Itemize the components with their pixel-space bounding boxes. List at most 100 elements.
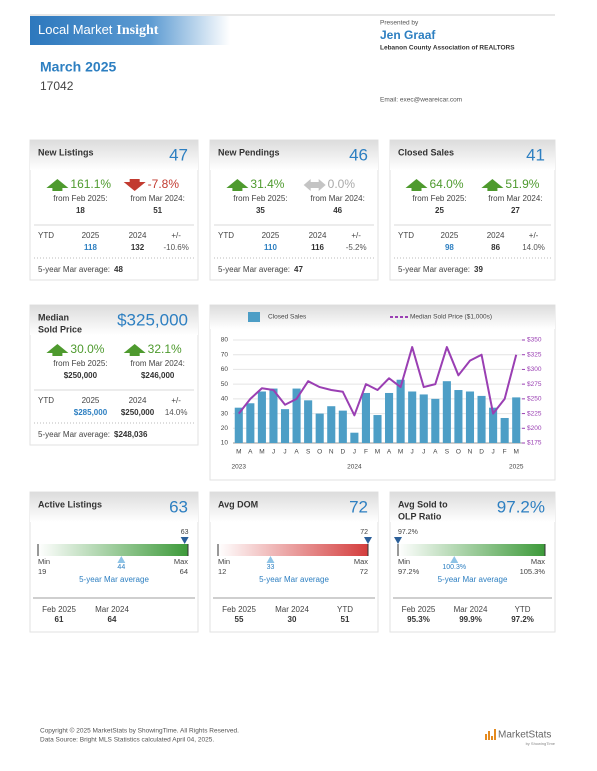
ytd-header: 2024 xyxy=(309,231,327,240)
foot-label: Mar 2024 xyxy=(275,605,309,614)
card-header xyxy=(390,140,555,170)
title-bold: Insight xyxy=(116,23,158,38)
gauge-bar xyxy=(218,544,368,556)
card-header xyxy=(210,140,378,170)
foot-value: 99.9% xyxy=(459,615,482,624)
chart-legend-band xyxy=(210,305,555,329)
title-banner xyxy=(30,16,230,45)
average-line: 5-year Mar average: 39 xyxy=(398,265,483,274)
min-label: Min xyxy=(218,557,230,566)
x-tick-label: D xyxy=(479,449,484,456)
max-value: 72 xyxy=(360,567,368,576)
current-label: 63 xyxy=(181,529,189,536)
logo-sub: by ShowingTime xyxy=(526,741,556,746)
ytd-value: 86 xyxy=(491,243,500,252)
min-label: Min xyxy=(38,557,50,566)
title-prefix: Local Market xyxy=(38,22,113,37)
foot-value: 30 xyxy=(288,615,297,624)
change-label: from Mar 2024: xyxy=(131,194,185,203)
change-value: $246,000 xyxy=(141,371,175,380)
average-label: 5-year Mar average: xyxy=(38,265,110,274)
change-label: from Feb 2025: xyxy=(233,194,287,203)
x-tick-label: D xyxy=(340,449,345,456)
min-value: 97.2% xyxy=(398,567,420,576)
chart-frame xyxy=(209,304,556,481)
y-tick-label: 50 xyxy=(221,381,229,388)
x-tick-label: A xyxy=(248,449,253,456)
card-title: New Listings xyxy=(38,147,94,157)
foot-label: YTD xyxy=(515,605,531,614)
ytd-header: +/- xyxy=(529,231,539,240)
ytd-header: 2024 xyxy=(487,231,505,240)
y2-tick-label: $250 xyxy=(527,396,542,403)
ytd-header: 2025 xyxy=(262,231,280,240)
average-label: 5-year Mar average: xyxy=(38,430,110,439)
bar xyxy=(454,390,463,443)
x-tick-label: M xyxy=(236,449,241,456)
average-caption: 5-year Mar average xyxy=(259,575,329,584)
average-line: 5-year Mar average: 48 xyxy=(38,265,123,274)
average-value: 47 xyxy=(294,265,303,274)
trend-arrow xyxy=(303,179,326,191)
change-label: from Mar 2024: xyxy=(131,359,185,368)
presented-by: Presented by xyxy=(380,20,419,27)
y2-tick-label: $200 xyxy=(527,425,542,432)
bar xyxy=(304,400,313,443)
max-value: 105.3% xyxy=(520,567,546,576)
max-label: Max xyxy=(531,557,545,566)
bar xyxy=(465,391,475,443)
ytd-value: 14.0% xyxy=(165,408,188,417)
x-tick-label: J xyxy=(422,449,425,456)
organization: Lebanon County Association of REALTORS xyxy=(380,45,515,52)
ytd-header: 2025 xyxy=(82,231,100,240)
ytd-header: YTD xyxy=(398,231,414,240)
y-tick-label: 40 xyxy=(221,396,229,403)
year-label: 2024 xyxy=(347,464,362,471)
bar xyxy=(292,388,301,443)
bar xyxy=(477,395,486,443)
x-tick-label: A xyxy=(433,449,438,456)
ytd-header: +/- xyxy=(171,231,181,240)
ytd-value: 98 xyxy=(445,243,454,252)
data-source: Data Source: Bright MLS Statistics calcu… xyxy=(40,737,214,744)
logo-bar xyxy=(491,736,493,740)
min-value: 12 xyxy=(218,567,226,576)
change-pct: 64.0% xyxy=(430,177,464,191)
bar xyxy=(257,391,266,443)
foot-value: 95.3% xyxy=(407,615,430,624)
card-header xyxy=(210,492,378,522)
foot-label: Mar 2024 xyxy=(454,605,488,614)
change-value: 51 xyxy=(153,206,162,215)
bar xyxy=(385,392,394,443)
change-value: 27 xyxy=(511,206,520,215)
foot-value: 61 xyxy=(55,615,64,624)
foot-label: Feb 2025 xyxy=(222,605,256,614)
change-value: 46 xyxy=(333,206,342,215)
trend-arrow xyxy=(123,179,146,191)
card-header xyxy=(390,492,555,522)
foot-value: 51 xyxy=(341,615,350,624)
x-tick-label: S xyxy=(445,449,450,456)
bar xyxy=(269,388,278,443)
card-value: 63 xyxy=(169,497,188,516)
ytd-header: 2024 xyxy=(129,231,147,240)
ytd-value: 132 xyxy=(131,243,145,252)
y-tick-label: 80 xyxy=(221,337,229,344)
x-tick-label: S xyxy=(306,449,311,456)
card-value: $325,000 xyxy=(117,310,188,329)
y-tick-label: 30 xyxy=(221,410,229,417)
logo-bar xyxy=(488,731,490,740)
card-header xyxy=(30,492,198,522)
max-label: Max xyxy=(174,557,188,566)
foot-label: Mar 2024 xyxy=(95,605,129,614)
bar xyxy=(512,397,521,443)
current-marker xyxy=(364,537,372,544)
average-value: 39 xyxy=(474,265,483,274)
current-marker xyxy=(394,537,402,544)
bar xyxy=(338,410,347,443)
ytd-header: +/- xyxy=(171,396,181,405)
x-tick-label: M xyxy=(259,449,264,456)
x-tick-label: M xyxy=(514,449,519,456)
change-label: from Mar 2024: xyxy=(488,194,542,203)
